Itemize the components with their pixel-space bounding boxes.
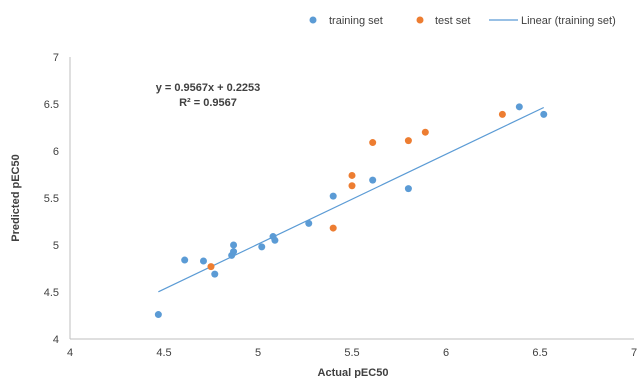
regression-equation: y = 0.9567x + 0.2253	[156, 82, 261, 94]
training-set-point	[540, 110, 548, 118]
training-set-point	[230, 241, 238, 249]
x-tick-label: 4	[67, 347, 73, 359]
x-tick-label: 4.5	[156, 347, 171, 359]
y-tick-label: 7	[53, 52, 59, 64]
test-set-point	[421, 128, 429, 136]
x-tick-label: 5.5	[344, 347, 359, 359]
x-tick-labels: 4 4.5 5 5.5 6 6.5 7	[67, 347, 637, 359]
test-set-point	[498, 110, 506, 118]
training-set-point	[404, 185, 412, 193]
y-tick-labels: 4 4.5 5 5.5 6 6.5 7	[44, 52, 59, 346]
y-tick-label: 6.5	[44, 99, 59, 111]
x-tick-label: 6	[443, 347, 449, 359]
training-set-point	[154, 311, 162, 319]
y-tick-label: 5	[53, 240, 59, 252]
legend-label-training-set: training set	[329, 15, 383, 27]
training-set-point	[211, 270, 219, 278]
x-tick-label: 6.5	[532, 347, 547, 359]
test-set-point	[348, 171, 356, 179]
training-set-point	[369, 176, 377, 184]
y-axis-title: Predicted pEC50	[10, 154, 22, 241]
y-tick-label: 4.5	[44, 287, 59, 299]
training-set-point	[199, 257, 207, 265]
training-set-point	[305, 219, 313, 227]
training-set-point	[258, 243, 266, 251]
legend-marker-test-set	[416, 16, 424, 24]
legend-marker-training-set	[309, 16, 317, 24]
trendline-linear-training-set	[158, 106, 545, 293]
test-set-point	[404, 137, 412, 145]
data-points	[154, 103, 548, 319]
training-set-point	[329, 192, 337, 200]
x-axis-title: Actual pEC50	[318, 367, 389, 378]
test-set-point	[369, 139, 377, 147]
legend-label-linear-trend: Linear (training set)	[521, 15, 616, 27]
x-tick-label: 5	[255, 347, 261, 359]
y-tick-label: 5.5	[44, 193, 59, 205]
legend: training set test set Linear (training s…	[309, 15, 616, 27]
y-tick-label: 4	[53, 334, 59, 346]
test-set-point	[329, 224, 337, 232]
training-set-point	[230, 248, 238, 256]
x-tick-label: 7	[631, 347, 637, 359]
training-set-point	[515, 103, 523, 111]
training-set-point	[181, 256, 189, 264]
legend-label-test-set: test set	[435, 15, 470, 27]
training-set-point	[271, 236, 279, 244]
test-set-point	[207, 263, 215, 271]
y-tick-label: 6	[53, 146, 59, 158]
test-set-point	[348, 182, 356, 190]
r-squared-label: R² = 0.9567	[179, 97, 237, 109]
